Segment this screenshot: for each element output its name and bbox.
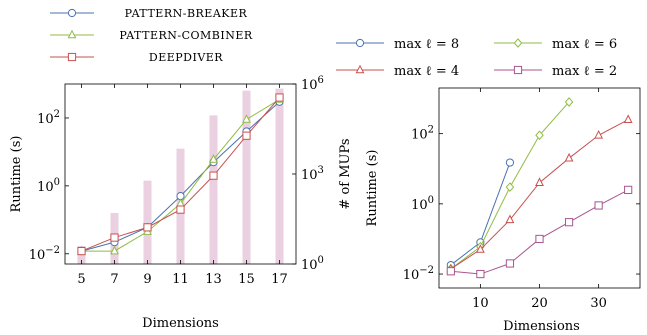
legend-marker-0 [67, 8, 77, 18]
y-tick-label: 102 [411, 125, 434, 143]
x-tick-label: 7 [110, 272, 118, 287]
legend-label-1: max ℓ = 6 [552, 37, 617, 52]
series-point-1 [242, 114, 251, 123]
legend-marker-3 [513, 65, 523, 75]
legend-marker-1 [513, 38, 523, 48]
y2-tick-label: 106 [301, 75, 324, 93]
x-tick-label: 20 [531, 296, 548, 311]
legend-marker-2 [67, 52, 77, 62]
legend-label-0: PATTERN-BREAKER [125, 7, 248, 20]
y-tick-label: 10−2 [403, 265, 434, 283]
x-tick-label: 9 [143, 272, 151, 287]
series-point-2 [594, 129, 604, 139]
y2-axis-label: # of MUPs [338, 138, 353, 209]
plot-frame [438, 87, 641, 289]
x-axis-label: Dimensions [142, 316, 219, 331]
legend-label-0: max ℓ = 8 [394, 37, 459, 52]
series-point-2 [110, 233, 119, 242]
legend-marker-1 [67, 29, 77, 39]
x-tick-label: 10 [472, 296, 489, 311]
y-axis-label: Runtime (s) [9, 136, 24, 213]
chart-right: 10 20 30 10−2 100 102 Dimensions Runtime (s) max… [336, 37, 641, 334]
mup-bar-9 [143, 180, 152, 264]
legend-marker-0 [355, 38, 365, 48]
series-point-3 [624, 185, 633, 194]
series-point-3 [505, 259, 515, 268]
y-axis-label: Runtime (s) [365, 150, 380, 227]
y-tick-label: 100 [37, 177, 60, 195]
mup-bar-13 [209, 115, 218, 264]
x-tick-label: 15 [238, 272, 255, 287]
series-point-2 [176, 205, 185, 214]
series-point-2 [623, 114, 633, 123]
series-point-0 [505, 158, 515, 167]
series-point-2 [209, 171, 218, 180]
mup-bar-15 [242, 90, 251, 265]
series-point-2 [77, 246, 86, 256]
series-point-2 [275, 93, 284, 102]
y-tick-label: 102 [37, 109, 60, 127]
series-point-1 [110, 245, 119, 255]
series-point-3 [446, 267, 455, 276]
y-tick-label: 100 [411, 195, 434, 213]
series-point-3 [535, 234, 544, 244]
series-point-2 [535, 177, 544, 187]
x-tick-label: 13 [205, 272, 222, 287]
legend-marker-2 [355, 64, 365, 74]
series-point-1 [535, 130, 544, 141]
y2-tick-label: 103 [301, 165, 324, 183]
y-tick-label: 10−2 [29, 245, 60, 263]
series-point-2 [564, 152, 574, 162]
y2-tick-label: 100 [301, 255, 324, 273]
legend-label-2: max ℓ = 4 [394, 64, 459, 79]
x-tick-label: 17 [271, 272, 288, 287]
series-point-2 [143, 223, 152, 232]
series-point-1 [505, 182, 515, 192]
series-point-2 [242, 131, 251, 140]
series-point-1 [564, 97, 574, 107]
series-point-3 [564, 218, 574, 227]
legend-label-2: DEEPDIVER [149, 51, 223, 64]
x-tick-label: 11 [172, 272, 189, 287]
chart-left: 5 7 9 11 13 15 17 10−2 100 102 100 103 106 Dimensions… [9, 7, 353, 331]
series-point-1 [209, 154, 218, 163]
x-axis-label: Dimensions [503, 319, 580, 334]
mup-bar-17 [275, 88, 284, 264]
series-point-2 [505, 214, 515, 224]
x-tick-label: 5 [77, 272, 85, 287]
legend-label-3: max ℓ = 2 [552, 64, 617, 79]
x-tick-label: 30 [590, 296, 607, 311]
series-point-3 [594, 201, 603, 210]
legend-label-1: PATTERN-COMBINER [119, 29, 253, 42]
series-point-2 [475, 244, 485, 253]
series-point-3 [476, 269, 485, 279]
